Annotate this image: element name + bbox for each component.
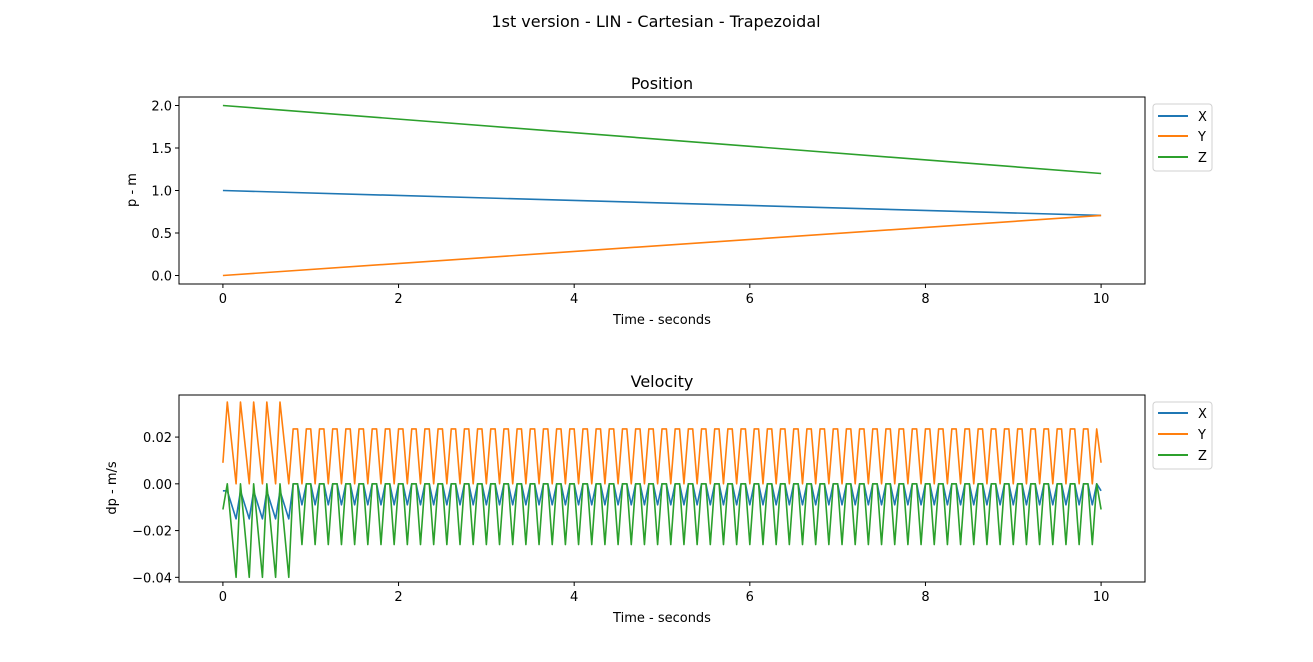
position-ytick-label: 1.5	[151, 142, 172, 157]
velocity-legend: X Y Z	[1152, 401, 1213, 470]
position-legend-label-y: Y	[1197, 130, 1206, 145]
position-xtick-label: 0	[219, 292, 227, 307]
position-xtick-label: 2	[394, 292, 402, 307]
velocity-ytick-label: 0.00	[143, 478, 172, 493]
position-subplot: Position Time - seconds p - m 0 2 4 6 8 10 0.0…	[125, 74, 1213, 328]
velocity-title: Velocity	[631, 372, 694, 391]
position-xtick-label: 4	[570, 292, 578, 307]
position-legend-box	[1152, 103, 1213, 172]
position-xlabel: Time - seconds	[612, 313, 711, 328]
position-axes-frame	[178, 96, 1146, 285]
velocity-subplot: Velocity Time - seconds dp - m/s 0 2 4 6 8 10…	[105, 372, 1213, 626]
figure-title: 1st version - LIN - Cartesian - Trapezoi…	[491, 12, 820, 31]
velocity-ticks: 0 2 4 6 8 10 −0.04 −0.02 0.00 0.02	[132, 431, 1109, 605]
velocity-xtick-label: 0	[219, 590, 227, 605]
position-xtick-label: 6	[746, 292, 754, 307]
velocity-xtick-label: 2	[394, 590, 402, 605]
velocity-xtick-label: 8	[921, 590, 929, 605]
position-legend: X Y Z	[1152, 103, 1213, 172]
velocity-lines	[222, 401, 1102, 579]
velocity-ytick-label: −0.02	[132, 525, 172, 540]
position-ytick-label: 0.5	[151, 227, 172, 242]
position-ytick-label: 1.0	[151, 185, 172, 200]
velocity-legend-label-y: Y	[1197, 428, 1206, 443]
velocity-ylabel: dp - m/s	[105, 461, 120, 515]
velocity-xtick-label: 6	[746, 590, 754, 605]
position-ytick-label: 2.0	[151, 100, 172, 115]
velocity-xlabel: Time - seconds	[612, 611, 711, 626]
velocity-xtick-label: 4	[570, 590, 578, 605]
position-legend-label-x: X	[1198, 110, 1207, 125]
position-legend-label-z: Z	[1198, 151, 1207, 166]
velocity-ytick-label: 0.02	[143, 431, 172, 446]
position-ticks: 0 2 4 6 8 10 0.0 0.5 1.0 1.5 2.0	[151, 100, 1109, 308]
velocity-legend-label-x: X	[1198, 407, 1207, 422]
position-series-z-line	[222, 104, 1102, 175]
velocity-series-z-line	[222, 483, 1102, 579]
velocity-series-y-line	[222, 401, 1102, 485]
position-series-x-line	[222, 189, 1102, 217]
velocity-legend-label-z: Z	[1198, 449, 1207, 464]
position-series-y-line	[222, 214, 1102, 277]
position-lines	[222, 104, 1102, 277]
position-title: Position	[631, 74, 693, 93]
velocity-axes-frame	[178, 394, 1146, 583]
velocity-legend-box	[1152, 401, 1213, 470]
position-xtick-label: 8	[921, 292, 929, 307]
position-ytick-label: 0.0	[151, 270, 172, 285]
position-ylabel: p - m	[125, 173, 140, 207]
velocity-ytick-label: −0.04	[132, 571, 172, 586]
position-xtick-label: 10	[1093, 292, 1110, 307]
velocity-xtick-label: 10	[1093, 590, 1110, 605]
